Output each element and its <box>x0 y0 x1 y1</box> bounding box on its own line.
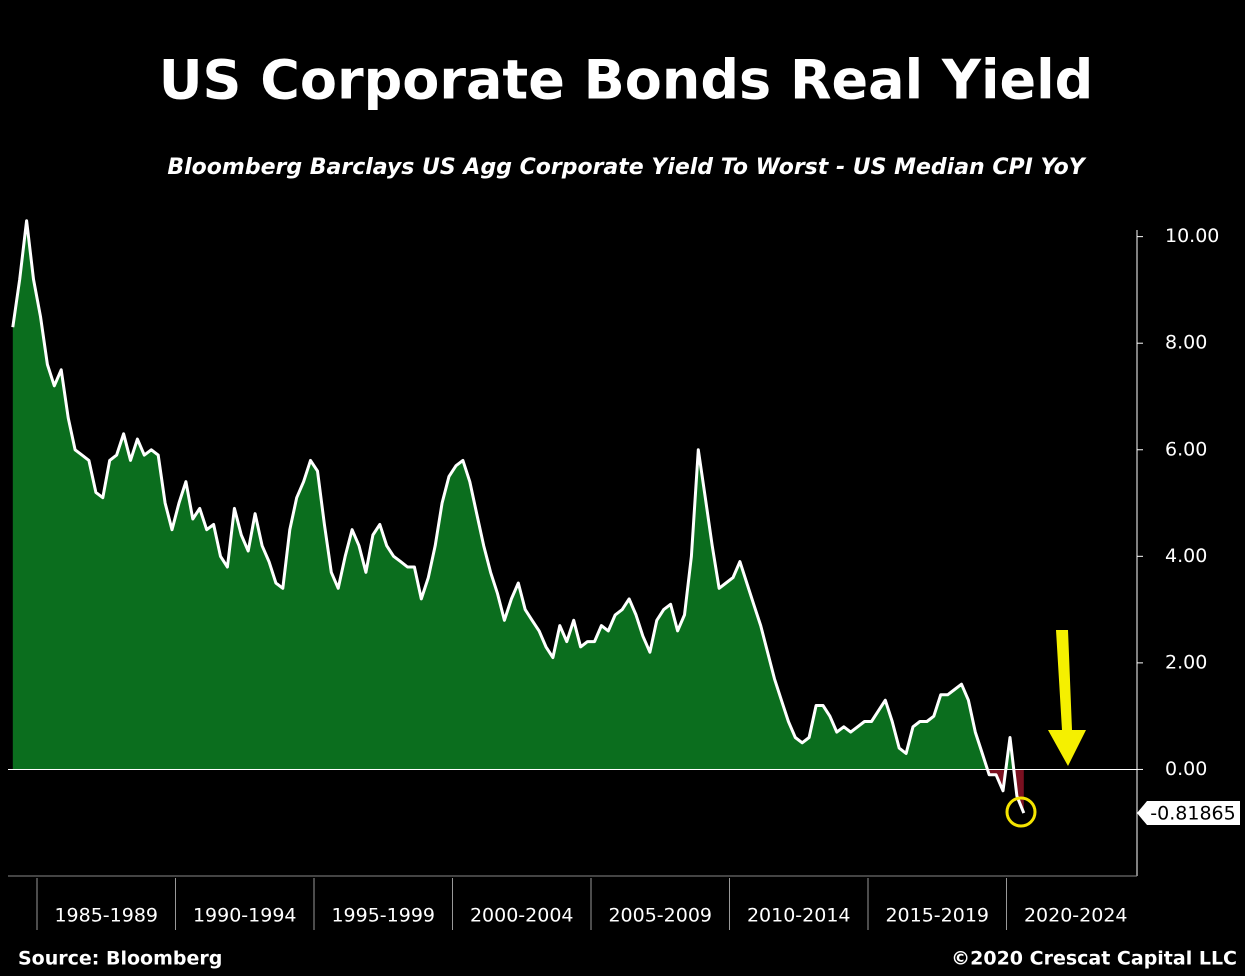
last-value-box <box>1137 801 1240 826</box>
y-tick-label: 6.00 <box>1165 438 1207 460</box>
x-tick-label: 1995-1999 <box>331 905 435 927</box>
last-value-label: -0.81865 <box>1150 803 1235 825</box>
highlight-circle <box>1005 796 1037 828</box>
x-tick-label: 1990-1994 <box>193 905 297 927</box>
arrow <box>1048 630 1086 766</box>
area-positive <box>12 220 1024 770</box>
y-tick-label: 0.00 <box>1165 758 1207 780</box>
y-tick-label: 4.00 <box>1165 545 1207 567</box>
x-tick-label: 2000-2004 <box>470 905 574 927</box>
source: Source: Bloomberg <box>18 948 222 970</box>
x-tick-label: 2015-2019 <box>885 905 989 927</box>
x-tick-label: 2005-2009 <box>608 905 712 927</box>
line <box>11 219 1026 814</box>
x-tick-label: 2010-2014 <box>747 905 851 927</box>
y-tick-label: 10.00 <box>1165 225 1219 247</box>
chart-title: US Corporate Bonds Real Yield <box>159 49 1094 112</box>
copyright: ©2020 Crescat Capital LLC <box>951 948 1237 970</box>
plot <box>8 219 1137 814</box>
chart-subtitle: Bloomberg Barclays US Agg Corporate Yiel… <box>167 155 1086 180</box>
x-tick-label: 2020-2024 <box>1024 905 1128 927</box>
y-tick-label: 2.00 <box>1165 651 1207 673</box>
x-tick-label: 1985-1989 <box>54 905 158 927</box>
y-tick-label: 8.00 <box>1165 332 1207 354</box>
